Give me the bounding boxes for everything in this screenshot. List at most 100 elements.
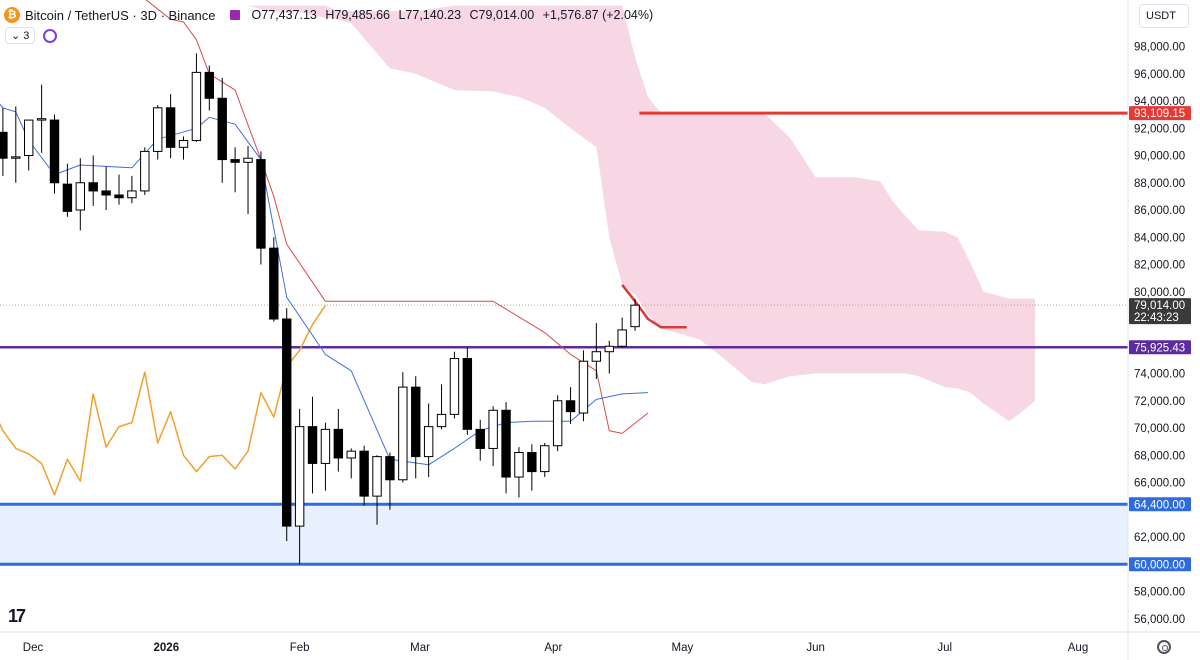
candle-body — [604, 345, 614, 353]
candle-body — [307, 426, 318, 464]
candle-body — [372, 456, 382, 497]
candle-body — [333, 428, 344, 459]
ohlc-readout: O77,437.13 H79,485.66 L77,140.23 C79,014… — [252, 8, 659, 22]
candle-body — [514, 452, 524, 478]
price-label-text: 75,925.43 — [1134, 342, 1185, 354]
price-label-box — [1129, 298, 1191, 325]
y-tick-label: 96,000.00 — [1134, 69, 1185, 81]
x-tick-label: Aug — [1068, 642, 1088, 654]
support-zone — [0, 504, 1128, 565]
chikou-line — [0, 304, 327, 496]
countdown-label-text: 22:43:23 — [1134, 312, 1179, 324]
candle-body — [385, 456, 395, 481]
candle-body — [49, 119, 60, 184]
symbol-title[interactable]: Bitcoin / TetherUS · 3D · Binance — [25, 7, 216, 23]
y-tick-label: 82,000.00 — [1134, 260, 1185, 272]
candle-body — [269, 247, 279, 320]
price-label-text: 60,000.00 — [1134, 559, 1185, 571]
tradingview-logo[interactable]: 17 — [8, 606, 26, 626]
candle-body — [282, 318, 292, 527]
y-tick-label: 72,000.00 — [1134, 396, 1185, 408]
candle-body — [23, 119, 34, 156]
candle-body — [359, 450, 369, 497]
candle-body — [630, 304, 640, 328]
indicator-count: 3 — [23, 29, 30, 42]
low-value: L77,140.23 — [398, 8, 462, 22]
y-tick-label: 84,000.00 — [1134, 232, 1185, 244]
symbol-header: ₿ Bitcoin / TetherUS · 3D · Binance O77,… — [4, 5, 658, 25]
indicator-row: ⌄ 3 — [5, 27, 58, 44]
x-tick-label: Jul — [937, 642, 952, 654]
y-tick-label: 68,000.00 — [1134, 450, 1185, 462]
candle-body — [565, 400, 576, 413]
candle-body — [204, 71, 215, 99]
y-tick-label: 90,000.00 — [1134, 151, 1185, 163]
open-value: O77,437.13 — [251, 8, 317, 22]
price-label-box — [1129, 557, 1191, 572]
candle-body — [230, 159, 240, 163]
y-tick-label: 66,000.00 — [1134, 478, 1185, 490]
candle-body — [488, 409, 498, 449]
candle-body — [36, 118, 47, 121]
y-tick-label: 70,000.00 — [1134, 423, 1185, 435]
price-label-text: 93,109.15 — [1134, 108, 1185, 120]
forecast-line — [621, 284, 687, 329]
candle-body — [153, 107, 163, 152]
flag-icon[interactable] — [229, 10, 240, 20]
close-value: C79,014.00 — [469, 8, 535, 22]
ichimoku-cloud — [196, 5, 1035, 422]
sync-icon[interactable] — [43, 28, 58, 43]
x-tick-label: 2026 — [154, 642, 180, 654]
candle-body — [217, 97, 227, 161]
x-tick-label: Apr — [544, 642, 562, 654]
y-tick-label: 58,000.00 — [1134, 587, 1185, 599]
y-tick-label: 88,000.00 — [1134, 178, 1185, 190]
candle-body — [527, 452, 537, 473]
currency-label: USDT — [1146, 10, 1176, 22]
x-tick-label: Jun — [806, 642, 825, 654]
candle-body — [398, 386, 408, 481]
candle-body — [62, 183, 73, 212]
price-label-text: 64,400.00 — [1134, 499, 1185, 511]
change-value: +1,576.87 (+2.04%) — [542, 8, 654, 22]
x-tick-label: Feb — [290, 642, 310, 654]
currency-select[interactable]: USDT — [1139, 4, 1189, 28]
y-tick-label: 56,000.00 — [1134, 614, 1185, 626]
y-tick-label: 98,000.00 — [1134, 42, 1185, 54]
price-label-text: 79,014.00 — [1134, 300, 1185, 312]
candle-body — [165, 107, 176, 148]
y-tick-label: 74,000.00 — [1134, 369, 1185, 381]
price-label-box — [1129, 340, 1191, 355]
candle-body — [75, 182, 86, 211]
candle-body — [423, 426, 434, 458]
candle-body — [127, 190, 137, 199]
candle-body — [256, 159, 266, 249]
settings-icon[interactable] — [1157, 640, 1171, 654]
candle-body — [101, 190, 111, 196]
y-tick-label: 92,000.00 — [1134, 123, 1185, 135]
indicators-toggle-button[interactable]: ⌄ 3 — [5, 27, 36, 44]
x-tick-label: May — [671, 642, 693, 654]
x-tick-label: Mar — [410, 642, 430, 654]
candle-body — [411, 386, 421, 458]
candle-body — [0, 131, 8, 159]
bitcoin-icon: ₿ — [4, 7, 20, 23]
candle-body — [475, 428, 485, 449]
candle-body — [617, 329, 627, 347]
kijun-line — [145, 0, 649, 434]
candle-body — [591, 351, 602, 362]
x-tick-label: Dec — [23, 642, 44, 654]
candle-body — [191, 71, 202, 142]
y-tick-label: 62,000.00 — [1134, 532, 1185, 544]
y-tick-label: 80,000.00 — [1134, 287, 1185, 299]
candle-body — [178, 140, 189, 148]
candle-body — [243, 157, 253, 163]
candle-body — [449, 358, 460, 415]
y-tick-label: 94,000.00 — [1134, 96, 1185, 108]
candle-body — [294, 426, 305, 527]
candle-body — [540, 445, 550, 473]
plot-area — [0, 0, 1128, 566]
candle-body — [114, 194, 124, 199]
